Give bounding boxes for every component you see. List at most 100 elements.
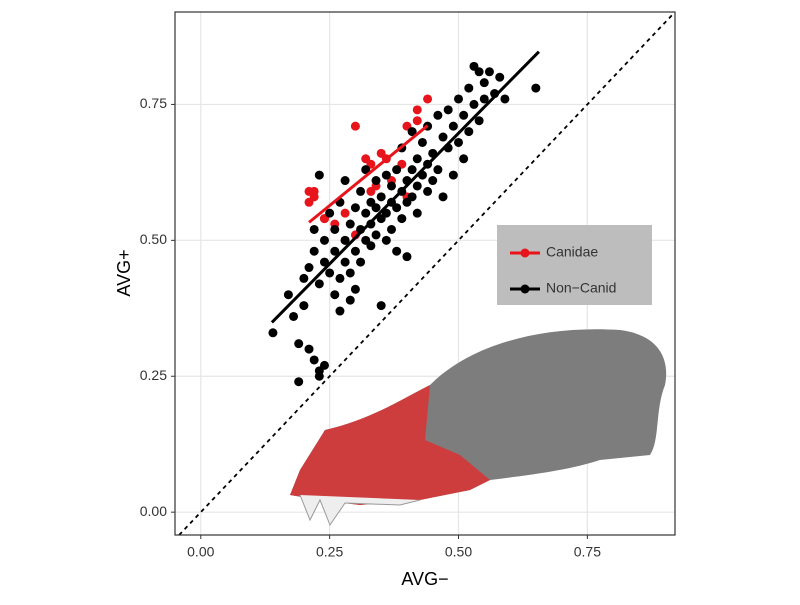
point (325, 268, 335, 278)
point (330, 224, 340, 234)
point (283, 290, 293, 300)
x-axis-title: AVG− (401, 569, 448, 589)
point (371, 176, 381, 186)
point (304, 197, 314, 207)
point (304, 344, 314, 354)
point (268, 328, 278, 338)
point (454, 137, 464, 147)
y-tick-label: 0.50 (140, 231, 167, 247)
point (531, 83, 541, 93)
point (407, 165, 417, 175)
point (356, 257, 366, 267)
point (412, 181, 422, 191)
point (309, 224, 319, 234)
point (376, 301, 386, 311)
legend-swatch-point (520, 248, 530, 258)
point (469, 99, 479, 109)
point (330, 290, 340, 300)
point (319, 235, 329, 245)
point (309, 246, 319, 256)
point (356, 186, 366, 196)
fit-line (270, 50, 540, 324)
point (459, 110, 469, 120)
x-tick-label: 0.75 (574, 544, 601, 560)
point (366, 241, 376, 251)
point (294, 339, 304, 349)
point (304, 263, 314, 273)
point (376, 192, 386, 202)
point (335, 306, 345, 316)
point (438, 192, 448, 202)
legend-label: Non−Canid (546, 280, 616, 296)
y-axis-title: AVG+ (114, 249, 134, 296)
point (361, 154, 371, 164)
point (412, 105, 422, 115)
point (412, 154, 422, 164)
legend: Canidae Non−Canid (497, 225, 652, 305)
point (448, 170, 458, 180)
point (464, 127, 474, 137)
point (361, 208, 371, 218)
point (340, 257, 350, 267)
point (340, 235, 350, 245)
point (407, 192, 417, 202)
point (484, 67, 494, 77)
point (340, 208, 350, 218)
point (407, 127, 417, 137)
x-tick-label: 0.25 (316, 544, 343, 560)
point (454, 94, 464, 104)
point (433, 110, 443, 120)
point (350, 246, 360, 256)
point (330, 246, 340, 256)
point (392, 246, 402, 256)
point (412, 208, 422, 218)
legend-swatch-point (520, 284, 530, 294)
point (386, 224, 396, 234)
point (397, 214, 407, 224)
point (371, 203, 381, 213)
y-tick-label: 0.75 (140, 95, 167, 111)
fit-line (308, 124, 429, 224)
point (412, 116, 422, 126)
point (366, 186, 376, 196)
point (392, 165, 402, 175)
point (417, 137, 427, 147)
point (459, 154, 469, 164)
point (299, 273, 309, 283)
point (325, 208, 335, 218)
point (319, 257, 329, 267)
point (479, 78, 489, 88)
y-tick-label: 0.00 (140, 503, 167, 519)
point (423, 94, 433, 104)
point (495, 72, 505, 82)
point (350, 284, 360, 294)
point (299, 301, 309, 311)
point (500, 94, 510, 104)
point (464, 83, 474, 93)
point (345, 268, 355, 278)
point (309, 355, 319, 365)
point (479, 94, 489, 104)
point (428, 176, 438, 186)
point (392, 203, 402, 213)
point (381, 170, 391, 180)
point (314, 170, 324, 180)
point (345, 219, 355, 229)
point (386, 181, 396, 191)
plot-border (174, 11, 676, 536)
point (350, 121, 360, 131)
point (448, 121, 458, 131)
point (309, 186, 319, 196)
data (178, 11, 676, 536)
point (314, 279, 324, 289)
legend-label: Canidae (546, 244, 598, 260)
point (314, 371, 324, 381)
point (433, 165, 443, 175)
point (289, 311, 299, 321)
x-tick-label: 0.00 (187, 544, 214, 560)
point (361, 165, 371, 175)
identity-line (178, 11, 676, 536)
point (474, 116, 484, 126)
